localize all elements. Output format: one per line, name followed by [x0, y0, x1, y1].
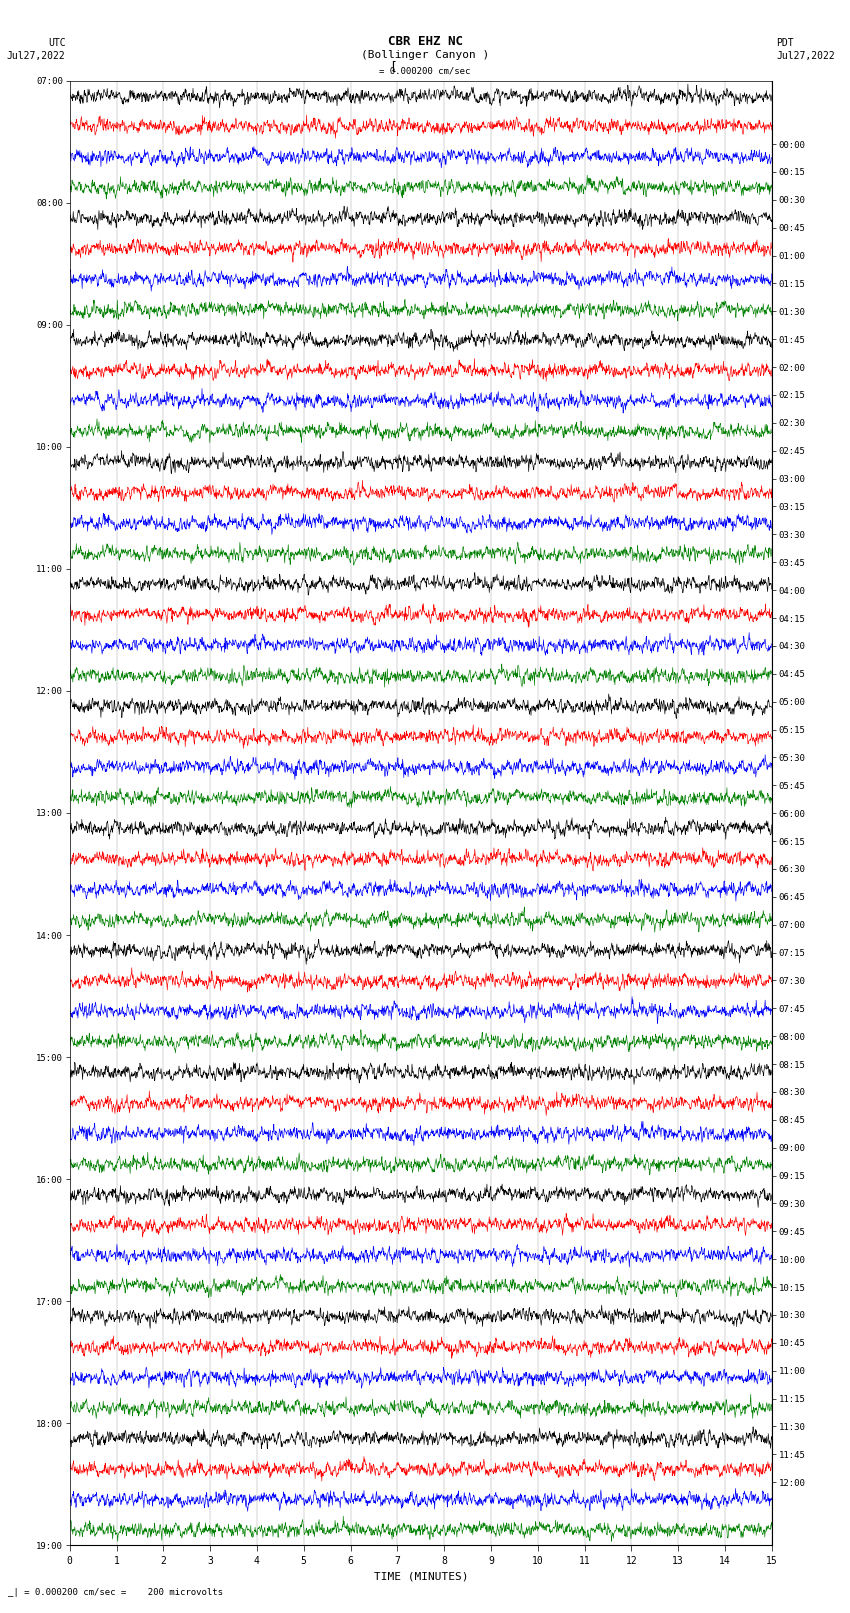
Text: [: [ — [389, 60, 396, 73]
Text: (Bollinger Canyon ): (Bollinger Canyon ) — [361, 50, 489, 60]
Text: Jul27,2022: Jul27,2022 — [776, 52, 835, 61]
Text: UTC: UTC — [48, 39, 65, 48]
Text: = 0.000200 cm/sec: = 0.000200 cm/sec — [379, 66, 471, 76]
X-axis label: TIME (MINUTES): TIME (MINUTES) — [373, 1571, 468, 1581]
Text: PDT: PDT — [776, 39, 794, 48]
Text: CBR EHZ NC: CBR EHZ NC — [388, 35, 462, 48]
Text: _| = 0.000200 cm/sec =    200 microvolts: _| = 0.000200 cm/sec = 200 microvolts — [8, 1587, 224, 1597]
Text: Jul27,2022: Jul27,2022 — [7, 52, 65, 61]
